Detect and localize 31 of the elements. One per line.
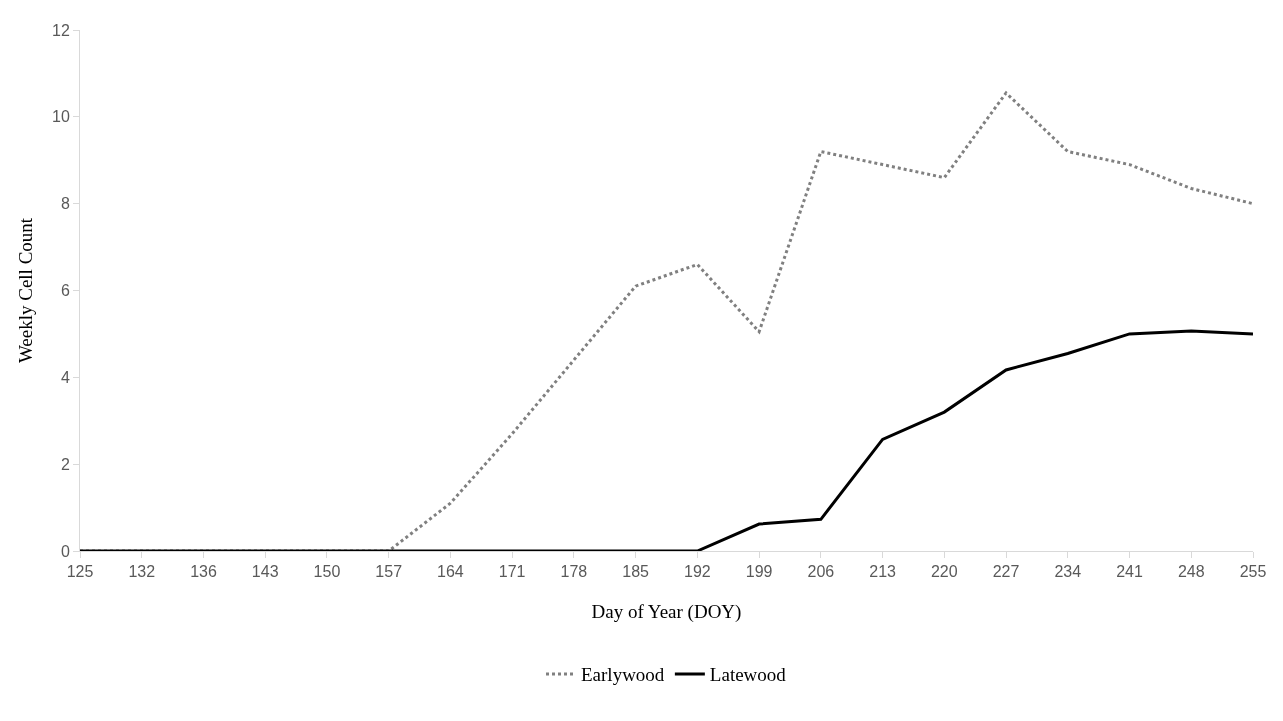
legend-label: Latewood bbox=[709, 664, 787, 686]
x-tick-label: 157 bbox=[375, 563, 403, 581]
x-tick-label: 248 bbox=[1177, 563, 1205, 581]
x-tick-label: 143 bbox=[251, 563, 279, 581]
y-tick-label: 10 bbox=[52, 108, 70, 126]
x-tick-label: 136 bbox=[190, 563, 217, 581]
x-tick-label: 220 bbox=[930, 563, 958, 581]
x-tick-label: 241 bbox=[1116, 563, 1143, 581]
x-tick-label: 234 bbox=[1054, 563, 1082, 581]
x-tick-label: 192 bbox=[684, 563, 711, 581]
x-tick-label: 206 bbox=[807, 563, 835, 581]
x-tick-label: 185 bbox=[622, 563, 650, 581]
x-tick-label: 164 bbox=[437, 563, 464, 581]
legend-label: Earlywood bbox=[581, 664, 665, 686]
x-axis-title: Day of Year (DOY) bbox=[591, 601, 742, 623]
x-tick-label: 199 bbox=[745, 563, 773, 581]
x-tick-label: 178 bbox=[560, 563, 588, 581]
y-tick-label: 12 bbox=[52, 21, 70, 39]
x-tick-label: 125 bbox=[66, 563, 94, 581]
y-tick-label: 6 bbox=[60, 282, 70, 300]
y-axis-title: Weekly Cell Count bbox=[15, 217, 36, 364]
y-tick-label: 4 bbox=[60, 368, 70, 386]
x-tick-label: 150 bbox=[313, 563, 341, 581]
x-tick-label: 227 bbox=[992, 563, 1020, 581]
x-tick-label: 255 bbox=[1239, 563, 1267, 581]
x-tick-label: 132 bbox=[128, 563, 156, 581]
x-tick-label: 213 bbox=[869, 563, 897, 581]
y-tick-label: 8 bbox=[60, 195, 70, 213]
y-tick-label: 2 bbox=[60, 455, 70, 473]
y-tick-label: 0 bbox=[60, 542, 70, 560]
x-tick-label: 171 bbox=[498, 563, 526, 581]
